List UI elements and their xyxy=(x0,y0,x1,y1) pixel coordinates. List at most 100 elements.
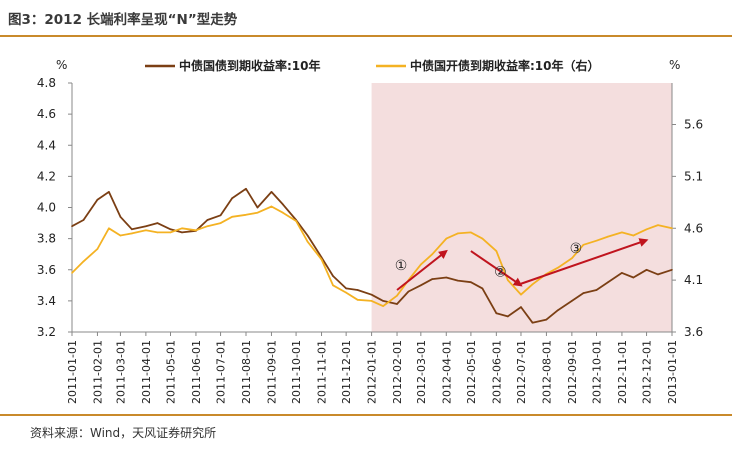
x-tick-label: 2011-07-01 xyxy=(215,340,228,404)
series-point xyxy=(131,228,133,231)
left-tick-label: 3.6 xyxy=(37,263,56,277)
x-tick-label: 2011-02-01 xyxy=(91,340,104,404)
series-point xyxy=(456,232,459,235)
series-point xyxy=(108,191,110,193)
series-point xyxy=(370,300,373,302)
legend-label-cdb-bond: 中债国开债到期收益率:10年（右） xyxy=(410,58,600,73)
x-tick-label: 2011-03-01 xyxy=(114,340,127,404)
x-tick-label: 2011-11-01 xyxy=(316,340,329,404)
series-point xyxy=(445,276,448,279)
right-tick-label: 4.6 xyxy=(684,221,703,235)
series-point xyxy=(156,231,159,234)
x-tick-label: 2012-09-01 xyxy=(566,340,579,404)
series-point xyxy=(256,206,259,209)
chart: 3.2 3.4 3.6 3.8 4.0 4.2 4.4 4.6 4.8 3.6 4.1 4.6 5.1 5… xyxy=(37,58,703,404)
source-note: 资料来源：Wind，天风证券研究所 xyxy=(30,426,217,440)
trend-arrow xyxy=(520,238,649,285)
series-point xyxy=(531,321,534,324)
series-point xyxy=(356,299,359,301)
series-point xyxy=(621,231,623,234)
series-point xyxy=(345,291,347,294)
series-point xyxy=(71,225,73,227)
series-point xyxy=(181,227,183,230)
series-point xyxy=(131,232,133,235)
annotation-marker: ② xyxy=(494,264,507,280)
series-point xyxy=(96,248,99,250)
series-point xyxy=(645,268,648,271)
x-tick-label: 2012-04-01 xyxy=(440,340,453,404)
legend-label-govt-bond: 中债国债到期收益率:10年 xyxy=(179,58,321,73)
series-point xyxy=(470,281,472,284)
series-point xyxy=(520,306,522,308)
series-point xyxy=(219,214,222,217)
x-tick-label: 2012-03-01 xyxy=(415,340,428,404)
series-point xyxy=(621,272,623,274)
series-point xyxy=(231,197,233,199)
bottom-divider xyxy=(0,414,732,416)
left-unit-label: % xyxy=(56,58,67,72)
series-point xyxy=(431,278,434,280)
chart-title: 图3：2012 长端利率呈现“N”型走势 xyxy=(8,12,238,28)
series-point xyxy=(557,309,559,312)
x-tick-label: 2012-07-01 xyxy=(515,340,528,404)
series-point xyxy=(632,234,635,237)
annotation-marker: ③ xyxy=(570,241,583,257)
series-point xyxy=(445,237,448,240)
right-tick-label: 5.1 xyxy=(684,169,703,183)
x-tick-label: 2012-08-01 xyxy=(540,340,553,404)
series-point xyxy=(169,228,172,231)
series-point xyxy=(195,229,197,232)
series-point xyxy=(231,216,233,218)
x-tick-label: 2012-11-01 xyxy=(616,340,629,404)
series-point xyxy=(456,279,459,282)
series-point xyxy=(270,191,273,193)
series-point xyxy=(495,312,498,315)
series-point xyxy=(571,300,573,302)
series-point xyxy=(320,258,323,261)
top-divider xyxy=(0,35,732,37)
series-point xyxy=(645,228,648,231)
series-point xyxy=(145,225,147,227)
series-point xyxy=(96,198,99,201)
x-tick-label: 2012-06-01 xyxy=(490,340,503,404)
series-point xyxy=(156,222,159,224)
series-point xyxy=(245,213,247,216)
series-point xyxy=(431,253,434,255)
series-point xyxy=(545,318,548,321)
series-point xyxy=(108,227,110,230)
series-point xyxy=(206,219,209,221)
x-tick-label: 2012-12-01 xyxy=(641,340,654,404)
series-point xyxy=(531,283,534,286)
right-tick-label: 3.6 xyxy=(684,325,703,339)
series-point xyxy=(306,240,309,243)
x-tick-label: 2011-12-01 xyxy=(340,340,353,404)
left-tick-label: 3.4 xyxy=(37,294,56,308)
trend-arrow xyxy=(396,249,448,291)
x-tick-label: 2011-08-01 xyxy=(240,340,253,404)
x-tick-label: 2012-05-01 xyxy=(465,340,478,404)
series-point xyxy=(407,290,410,293)
series-point xyxy=(396,303,398,305)
x-tick-label: 2011-04-01 xyxy=(140,340,153,404)
left-tick-label: 4.2 xyxy=(37,169,56,183)
series-point xyxy=(306,234,309,237)
series-point xyxy=(507,279,509,281)
x-tick-label: 2011-10-01 xyxy=(290,340,303,404)
series-point xyxy=(382,300,384,302)
series-point xyxy=(82,260,85,263)
series-point xyxy=(396,294,398,297)
series-point xyxy=(145,229,147,232)
series-point xyxy=(671,227,673,230)
series-point xyxy=(332,284,334,287)
series-point xyxy=(295,220,297,222)
right-tick-label: 5.6 xyxy=(684,118,703,132)
series-point xyxy=(370,293,373,296)
series-point xyxy=(345,287,347,290)
series-point xyxy=(332,275,334,277)
left-tick-label: 3.8 xyxy=(37,232,56,246)
series-point xyxy=(481,237,484,240)
series-point xyxy=(582,292,585,294)
series-point xyxy=(420,263,422,266)
series-point xyxy=(657,273,659,276)
left-tick-label: 4.6 xyxy=(37,107,56,121)
